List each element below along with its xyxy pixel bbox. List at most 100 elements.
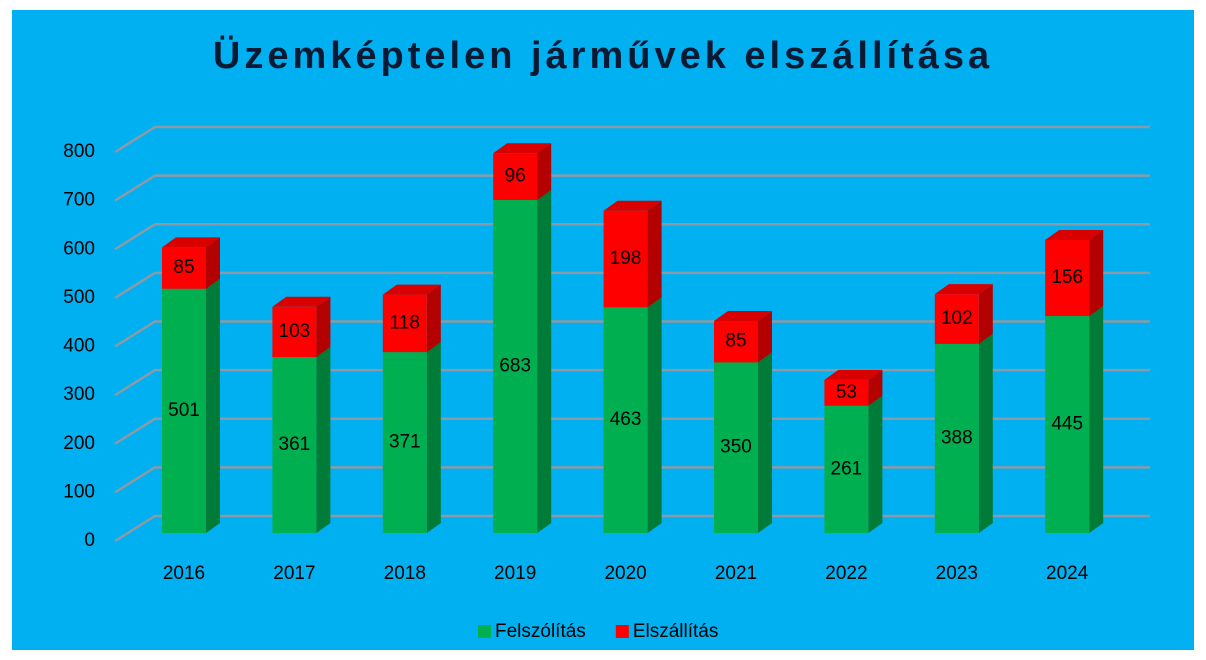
data-label: 118: [390, 312, 420, 333]
bar-segment: [934, 284, 993, 344]
chart-title: Üzemképtelen járművek elszállítása: [213, 34, 993, 77]
bar-side: [426, 284, 441, 353]
bar-segment: [824, 395, 883, 533]
y-tick-label: 300: [63, 384, 95, 405]
bar-front: [934, 343, 979, 533]
bar-front: [714, 320, 758, 363]
bar-front: [272, 357, 317, 533]
y-tick-label: 0: [84, 530, 95, 551]
bar-segment: [493, 190, 552, 533]
data-label: 261: [831, 458, 863, 479]
legend-swatch: [478, 625, 491, 638]
y-tick-label: 700: [63, 190, 95, 211]
legend-label: Felszólítás: [495, 621, 586, 642]
bar-front: [382, 352, 427, 533]
bar-front: [493, 200, 538, 533]
bar-segment: [1045, 230, 1104, 317]
data-label: 198: [610, 248, 642, 269]
grid-line: [114, 417, 1150, 445]
bar-front: [1045, 240, 1090, 317]
grid-line: [114, 125, 1150, 154]
data-label: 501: [168, 400, 200, 421]
bar-top: [714, 310, 772, 321]
data-label: 683: [499, 356, 531, 377]
bar-side: [758, 352, 772, 533]
bar-side: [206, 237, 220, 289]
bar-side: [647, 200, 662, 308]
y-tick-label: 100: [63, 481, 95, 502]
bar-front: [1045, 316, 1090, 533]
bar-segment: [603, 200, 662, 308]
data-label: 102: [941, 308, 973, 329]
bar-side: [1089, 230, 1104, 317]
bar-side: [537, 143, 552, 201]
bar-side: [978, 284, 993, 344]
bar-side: [647, 297, 662, 533]
bar-side: [316, 347, 331, 533]
bar-side: [978, 333, 993, 533]
data-label: 445: [1051, 414, 1083, 435]
bar-top: [162, 237, 220, 248]
x-tick-label: 2018: [384, 563, 426, 584]
bar-top: [1045, 230, 1104, 241]
bar-front: [162, 288, 206, 533]
bar-segment: [382, 284, 441, 353]
grid-line: [114, 514, 1150, 543]
bar-segment: [603, 297, 662, 533]
data-label: 103: [279, 321, 311, 342]
grid-line: [114, 368, 1150, 397]
bar-front: [824, 405, 869, 533]
bar-segment: [1045, 306, 1104, 533]
data-label: 350: [720, 437, 752, 458]
bar-front: [714, 362, 758, 533]
bar-top: [824, 369, 883, 380]
data-label: 361: [279, 434, 311, 455]
x-tick-label: 2016: [163, 563, 205, 584]
bar-segment: [714, 352, 772, 533]
y-tick-label: 400: [63, 336, 95, 357]
bar-top: [493, 143, 552, 154]
x-tick-label: 2024: [1046, 563, 1089, 584]
bar-side: [868, 395, 883, 533]
bar-front: [603, 210, 648, 308]
data-label: 156: [1051, 267, 1083, 288]
y-tick-label: 800: [63, 141, 95, 162]
bar-front: [934, 294, 979, 344]
bar-front: [493, 153, 538, 201]
bar-front: [603, 307, 648, 533]
bar-side: [1089, 306, 1104, 533]
x-tick-label: 2019: [494, 563, 536, 584]
grid-line: [114, 466, 1150, 494]
x-tick-label: 2017: [273, 563, 315, 584]
bar-front: [382, 294, 427, 353]
bar-segment: [714, 310, 772, 363]
bar-segment: [162, 237, 220, 289]
bar-front: [824, 379, 869, 406]
bar-top: [934, 284, 993, 295]
bar-segment: [382, 342, 441, 533]
y-tick-label: 500: [63, 287, 95, 308]
legend-label: Elszállítás: [633, 621, 719, 642]
data-label: 371: [389, 432, 421, 453]
y-tick-label: 600: [63, 238, 95, 259]
x-tick-label: 2023: [936, 563, 978, 584]
bar-side: [316, 296, 331, 358]
data-label: 85: [173, 257, 194, 278]
data-label: 53: [836, 382, 857, 403]
legend-swatch: [615, 625, 629, 638]
bar-top: [603, 200, 662, 211]
grid-line: [114, 223, 1150, 251]
x-tick-label: 2022: [825, 563, 867, 584]
bar-segment: [272, 347, 331, 533]
bar-top: [382, 284, 441, 295]
grid-line: [114, 320, 1150, 348]
bar-front: [162, 247, 206, 289]
bar-side: [426, 342, 441, 533]
y-tick-label: 200: [63, 433, 95, 454]
grid-line: [114, 174, 1150, 202]
bar-top: [272, 296, 331, 307]
bar-front: [272, 306, 317, 358]
grid-line: [114, 271, 1150, 299]
bar-side: [206, 278, 220, 533]
